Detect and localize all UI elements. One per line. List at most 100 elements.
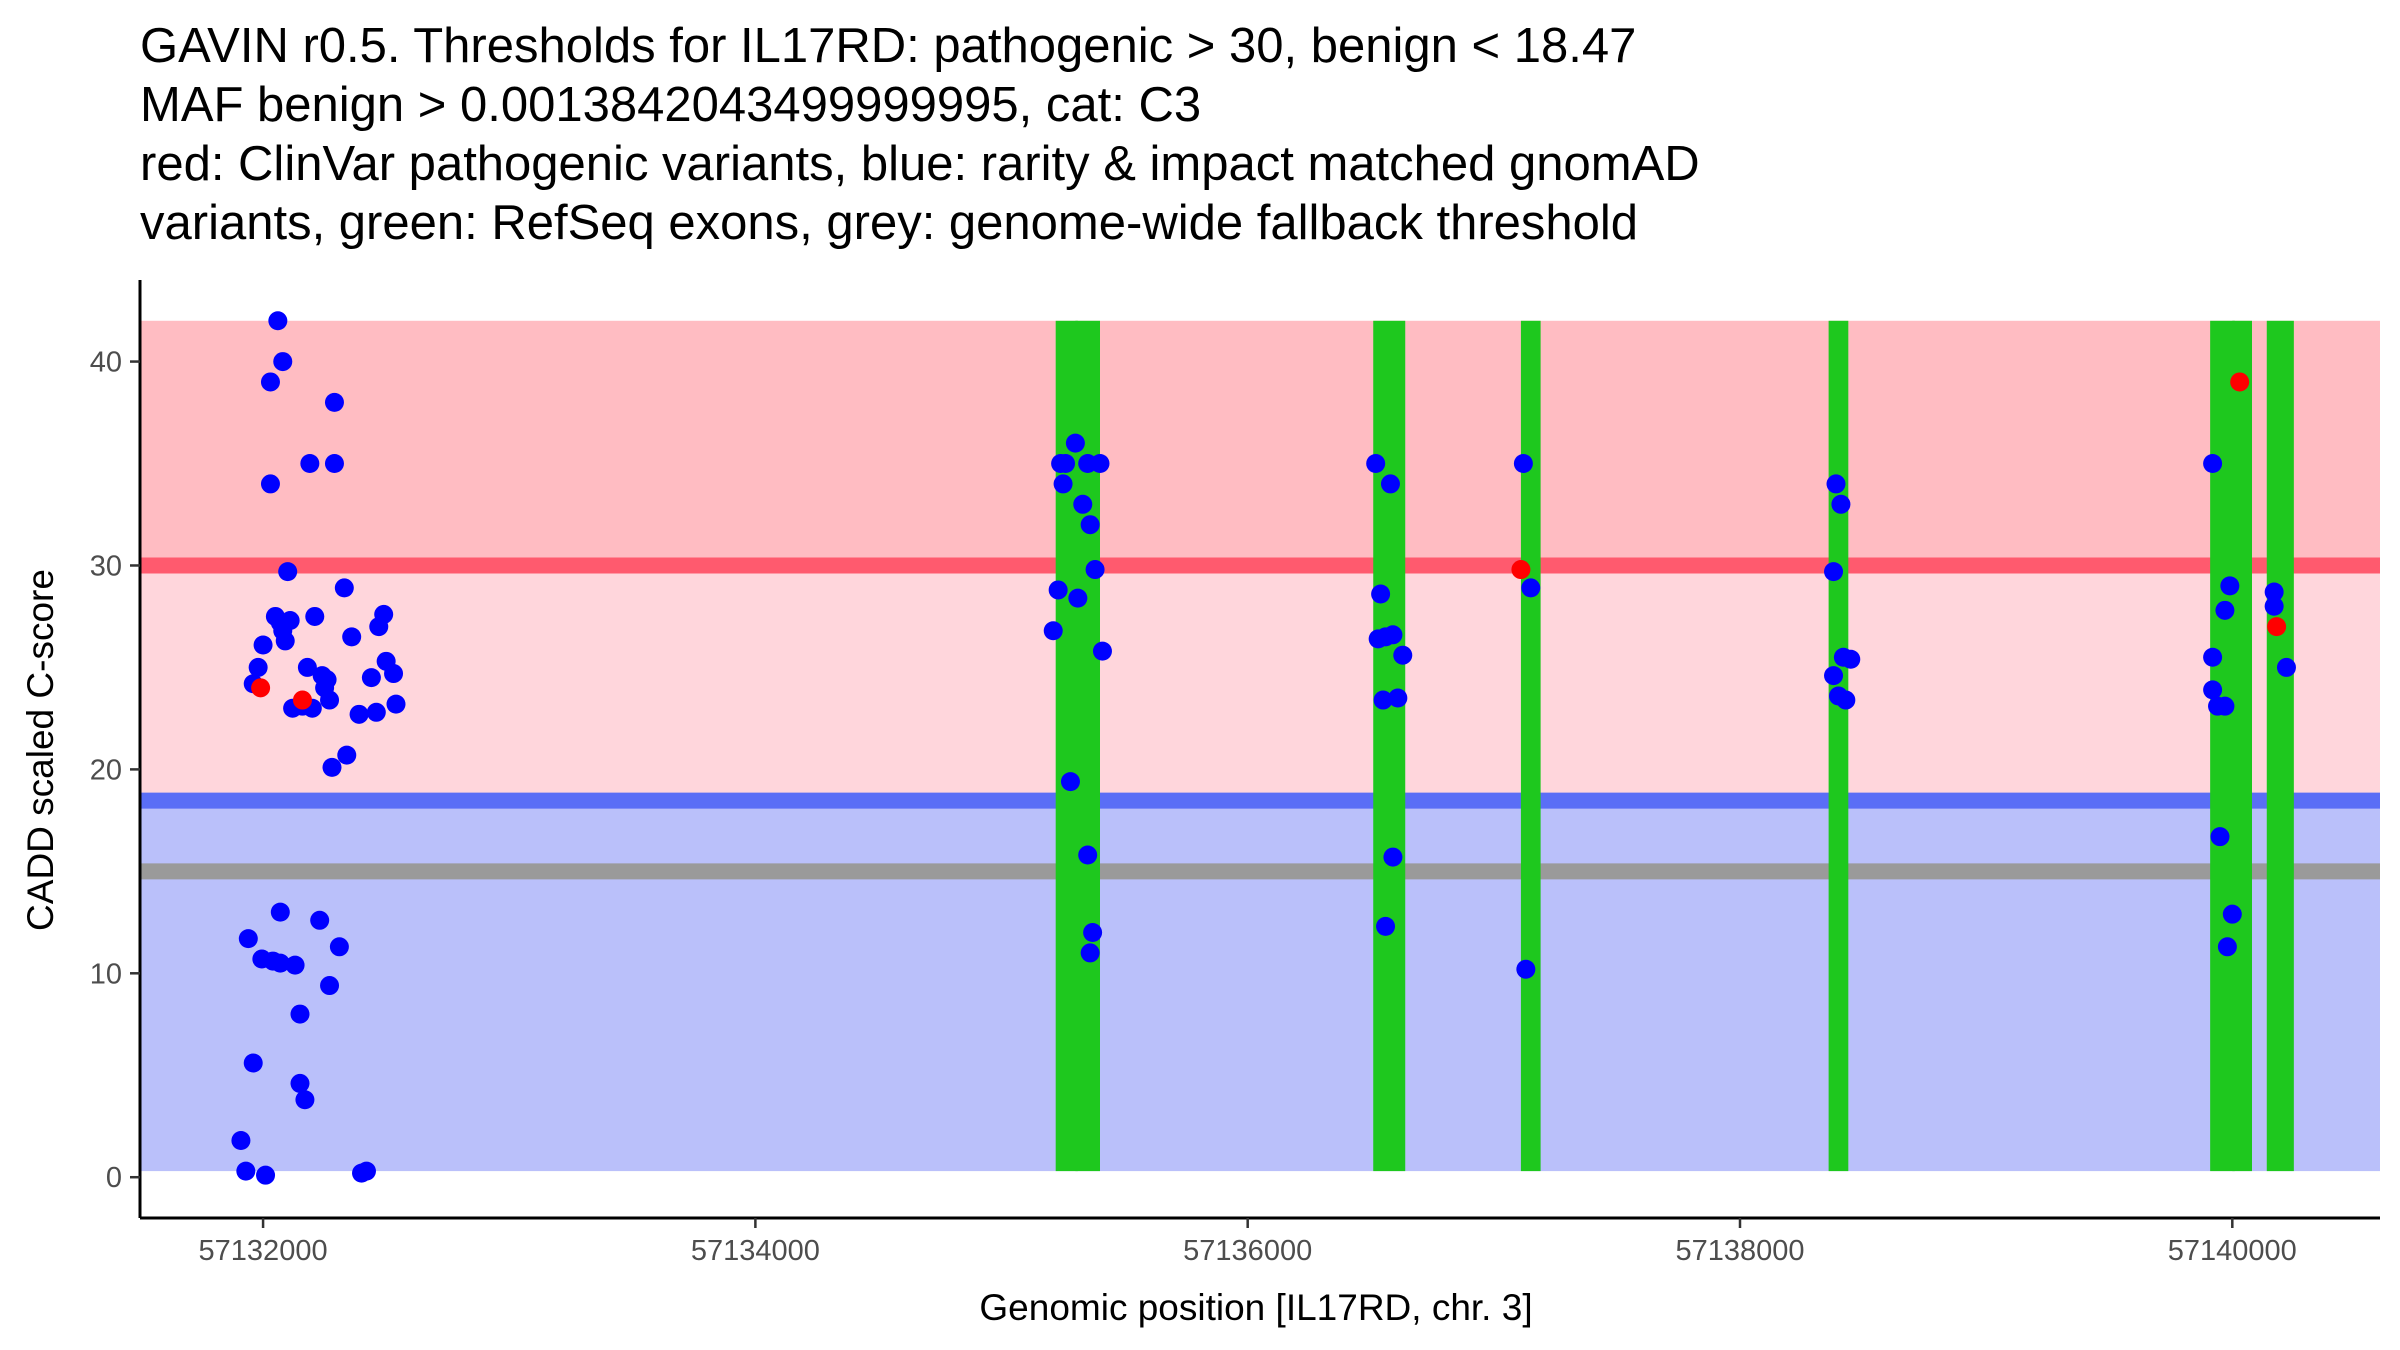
gnomad-variant-point <box>1380 474 1400 494</box>
x-tick-label: 57134000 <box>691 1235 820 1267</box>
pathogenic-variant-point <box>1511 560 1531 580</box>
gnomad-variant-point <box>2203 454 2223 474</box>
gnomad-variant-point <box>1836 690 1856 710</box>
gnomad-variant-point <box>1393 645 1413 665</box>
gnomad-variant-point <box>260 474 280 494</box>
gnomad-variant-point <box>1080 515 1100 535</box>
pathogenic-variant-point <box>251 678 271 698</box>
gnomad-variant-point <box>278 562 298 582</box>
gnomad-variant-point <box>1092 641 1112 661</box>
gnomad-variant-point <box>320 976 340 996</box>
x-axis-title: Genomic position [IL17RD, chr. 3] <box>979 1287 1532 1328</box>
x-tick-label: 57140000 <box>2168 1235 2297 1267</box>
gnomad-variant-point <box>2203 647 2223 667</box>
gnomad-variant-point <box>310 910 330 930</box>
gnomad-variant-point <box>236 1161 256 1181</box>
gnomad-variant-point <box>1824 666 1844 686</box>
gnomad-variant-point <box>280 611 300 631</box>
y-tick-label: 10 <box>90 958 122 990</box>
gnomad-variant-point <box>361 668 381 688</box>
x-tick-label: 57132000 <box>199 1235 328 1267</box>
title-line-2: MAF benign > 0.0013842043499999995, cat:… <box>140 78 1201 132</box>
gnomad-variant-point <box>238 929 258 949</box>
exon-bar <box>2266 320 2294 1172</box>
gnomad-variant-point <box>1056 454 1076 474</box>
gnomad-variant-point <box>1831 494 1851 514</box>
gnomad-variant-point <box>2217 937 2237 957</box>
y-tick-label: 30 <box>90 550 122 582</box>
gnomad-variant-point <box>1521 578 1541 598</box>
y-axis-title: CADD scaled C-score <box>20 569 61 931</box>
gnomad-variant-point <box>256 1165 276 1185</box>
region-benign <box>140 800 2380 1172</box>
gnomad-variant-point <box>386 694 406 714</box>
gnomad-variant-point <box>297 657 317 677</box>
gnomad-variant-point <box>243 1053 263 1073</box>
gnomad-variant-point <box>2276 657 2296 677</box>
gnomad-variant-point <box>1080 943 1100 963</box>
region-pathogenic <box>140 320 2380 566</box>
exon-bar <box>2232 320 2252 1172</box>
plot-area: 57132000 57134000 57136000 57138000 57140000… <box>90 280 2380 1267</box>
gnomad-variant-point <box>290 1073 310 1093</box>
gnomad-variant-point <box>1068 588 1088 608</box>
gnomad-variant-point <box>1048 580 1068 600</box>
gnomad-variant-point <box>231 1131 251 1151</box>
gnomad-variant-point <box>2222 904 2242 924</box>
gnomad-variant-point <box>1083 923 1103 943</box>
exon-bar <box>1373 320 1406 1172</box>
title-line-3: red: ClinVar pathogenic variants, blue: … <box>140 137 1700 191</box>
gnomad-variant-point <box>2220 576 2240 596</box>
gnomad-variant-point <box>349 704 369 724</box>
gnomad-variant-point <box>1053 474 1073 494</box>
gnomad-variant-point <box>270 902 290 922</box>
gnomad-variant-point <box>1841 649 1861 669</box>
gnomad-variant-point <box>2203 680 2223 700</box>
gnomad-variant-point <box>1824 562 1844 582</box>
gnomad-variant-point <box>1065 433 1085 453</box>
gnomad-variant-point <box>1826 474 1846 494</box>
gnomad-variant-point <box>324 454 344 474</box>
x-tick-label: 57138000 <box>1675 1235 1804 1267</box>
exon-bar <box>1828 320 1849 1172</box>
gnomad-variant-point <box>273 352 293 372</box>
exon-bar <box>1520 320 1541 1172</box>
gnomad-variant-point <box>1516 959 1536 979</box>
pathogenic-variant-point <box>2267 617 2287 637</box>
y-tick-label: 0 <box>106 1162 122 1194</box>
gnomad-variant-point <box>1513 454 1533 474</box>
gnomad-variant-point <box>1085 560 1105 580</box>
gnomad-variant-point <box>329 937 349 957</box>
gnomad-variant-point <box>1373 690 1393 710</box>
gnomad-variant-point <box>1376 916 1396 936</box>
gnomad-variant-point <box>300 454 320 474</box>
gnomad-variant-point <box>320 690 340 710</box>
gnomad-variant-point <box>374 604 394 624</box>
gnomad-variant-point <box>1078 845 1098 865</box>
gnomad-variant-point <box>260 372 280 392</box>
y-tick-label: 40 <box>90 347 122 379</box>
gnomad-variant-point <box>322 757 342 777</box>
gnomad-variant-point <box>2264 596 2284 616</box>
pathogenic-variant-point <box>2230 372 2250 392</box>
x-tick-label: 57136000 <box>1183 1235 1312 1267</box>
gnomad-variant-point <box>384 664 404 684</box>
y-tick-label: 20 <box>90 754 122 786</box>
gnomad-variant-point <box>366 702 386 722</box>
gnomad-variant-point <box>305 606 325 626</box>
gnomad-variant-point <box>317 670 337 690</box>
title-line-4: variants, green: RefSeq exons, grey: gen… <box>140 196 1638 250</box>
gnomad-variant-point <box>356 1161 376 1181</box>
chart-title: GAVIN r0.5. Thresholds for IL17RD: patho… <box>140 19 1700 250</box>
exon-bar <box>2210 320 2235 1172</box>
region-vus <box>140 565 2380 801</box>
gnomad-variant-point <box>1383 847 1403 867</box>
pathogenic-variant-point <box>292 690 312 710</box>
gnomad-variant-point <box>253 635 273 655</box>
gnomad-variant-point <box>324 392 344 412</box>
title-line-1: GAVIN r0.5. Thresholds for IL17RD: patho… <box>140 19 1636 73</box>
gnomad-variant-point <box>295 1090 315 1110</box>
gnomad-variant-point <box>1366 454 1386 474</box>
gnomad-variant-point <box>2215 600 2235 620</box>
